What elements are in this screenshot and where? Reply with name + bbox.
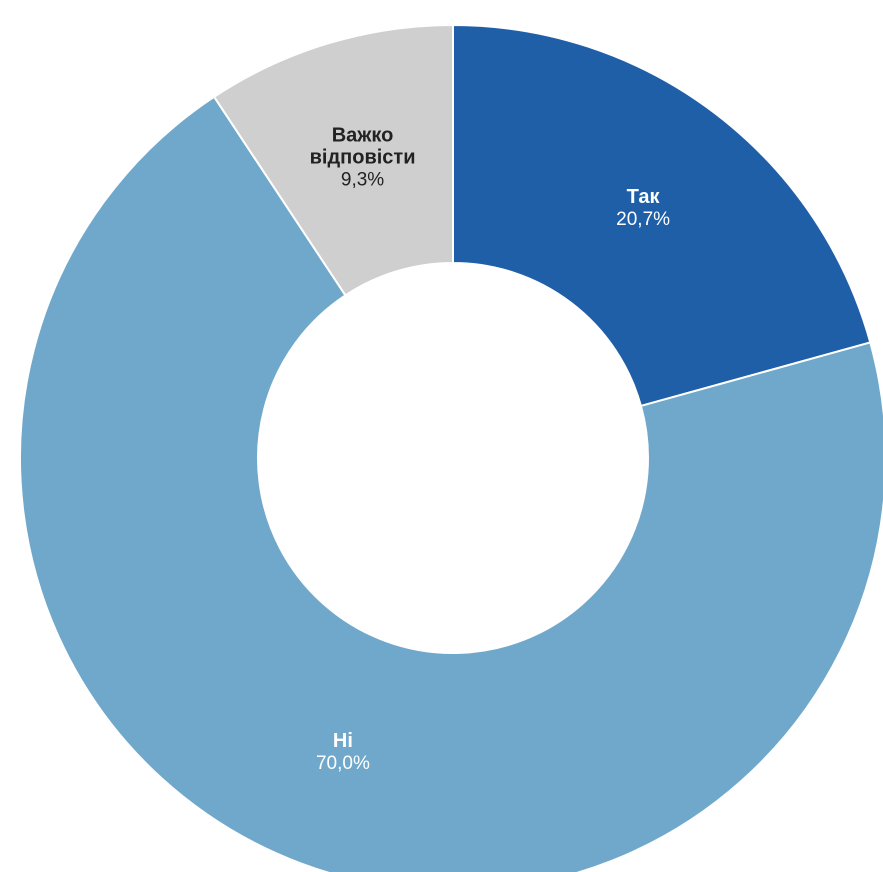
slice-value-2: 70,0% <box>316 753 370 774</box>
slice-name-2-line-1: Ні <box>333 730 353 752</box>
slice-name-3-line-1: Важко <box>332 124 394 146</box>
donut-hole <box>258 263 648 653</box>
donut-slices <box>19 24 883 872</box>
slice-name-3-line-2: відповісти <box>310 146 416 168</box>
slice-value-1: 20,7% <box>616 209 670 230</box>
slice-value-3: 9,3% <box>341 169 384 190</box>
slice-name-1-line-1: Так <box>627 186 661 208</box>
